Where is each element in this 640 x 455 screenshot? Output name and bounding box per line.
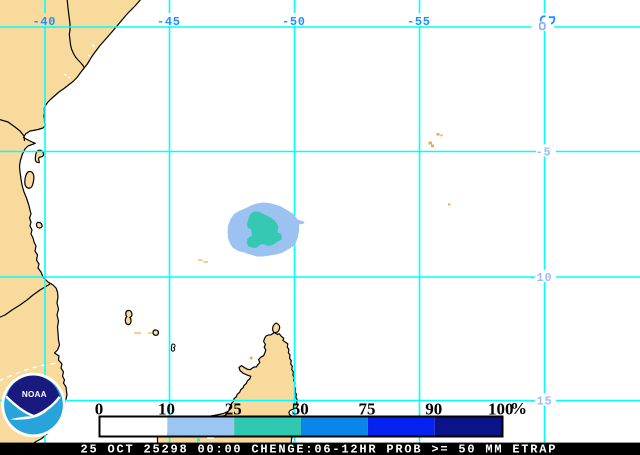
svg-text:25 OCT 25298 00:00 CHENGE:06-1: 25 OCT 25298 00:00 CHENGE:06-12HR PROB >… bbox=[81, 442, 556, 455]
svg-text:-45: -45 bbox=[157, 15, 181, 29]
svg-text:-10: -10 bbox=[529, 271, 553, 285]
svg-text:25: 25 bbox=[225, 400, 242, 419]
svg-text:100: 100 bbox=[488, 400, 514, 419]
svg-text:75: 75 bbox=[359, 400, 376, 419]
svg-text:90: 90 bbox=[425, 400, 442, 419]
svg-text:50: 50 bbox=[292, 400, 309, 419]
svg-text:-40: -40 bbox=[32, 15, 56, 29]
svg-text:-50: -50 bbox=[282, 15, 306, 29]
svg-text:-15: -15 bbox=[529, 394, 553, 408]
svg-text:10: 10 bbox=[158, 400, 175, 419]
svg-text:-55: -55 bbox=[407, 15, 431, 29]
svg-text:0: 0 bbox=[95, 400, 104, 419]
svg-text:NOAA: NOAA bbox=[22, 390, 47, 399]
svg-text:-5: -5 bbox=[536, 145, 552, 159]
svg-text:%: % bbox=[510, 399, 527, 418]
